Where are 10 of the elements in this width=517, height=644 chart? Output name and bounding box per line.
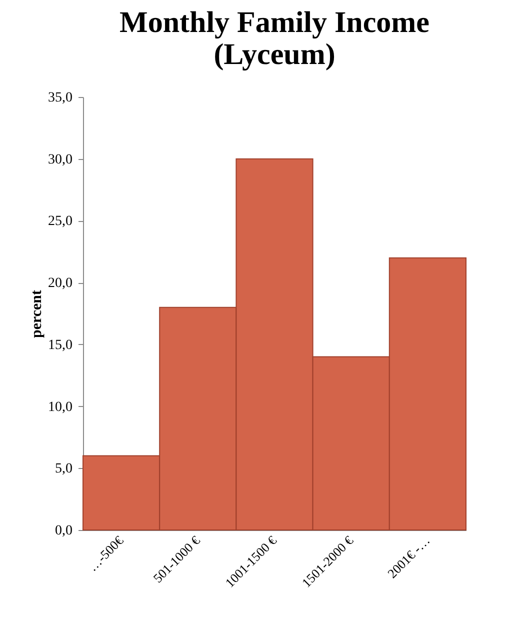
chart-title: Monthly Family Income (Lyceum)	[120, 6, 430, 71]
y-tick-label: 30,0	[48, 152, 72, 168]
y-tick-label: 35,0	[48, 90, 72, 106]
y-tick-label: 0,0	[55, 524, 72, 538]
y-tick-label: 20,0	[48, 276, 72, 292]
y-tick-label: 15,0	[48, 338, 72, 353]
y-tick-label: 10,0	[48, 400, 72, 415]
y-axis-title: percent	[29, 290, 45, 338]
y-tick-label: 5,0	[55, 462, 72, 477]
y-tick-label: 25,0	[48, 214, 72, 230]
